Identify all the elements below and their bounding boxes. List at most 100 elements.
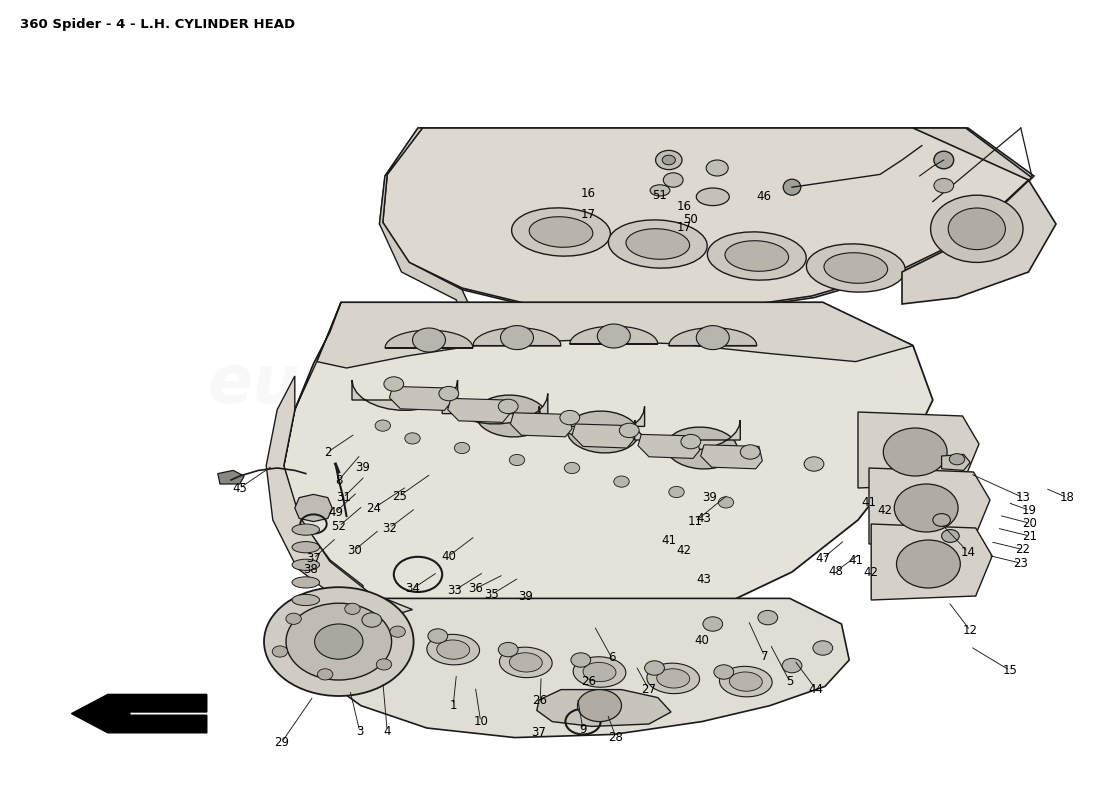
Ellipse shape bbox=[667, 427, 737, 469]
Polygon shape bbox=[389, 386, 451, 410]
Circle shape bbox=[564, 462, 580, 474]
Ellipse shape bbox=[806, 244, 905, 292]
Ellipse shape bbox=[568, 411, 638, 453]
Ellipse shape bbox=[499, 647, 552, 678]
Circle shape bbox=[509, 454, 525, 466]
Ellipse shape bbox=[476, 395, 547, 437]
Ellipse shape bbox=[529, 217, 593, 247]
Circle shape bbox=[656, 150, 682, 170]
Text: 50: 50 bbox=[683, 213, 698, 226]
Circle shape bbox=[933, 514, 950, 526]
Ellipse shape bbox=[729, 672, 762, 691]
Text: 21: 21 bbox=[1022, 530, 1037, 542]
Text: 9: 9 bbox=[580, 723, 586, 736]
Text: 19: 19 bbox=[1022, 504, 1037, 517]
Text: 34: 34 bbox=[405, 582, 420, 595]
Text: 29: 29 bbox=[274, 736, 289, 749]
Text: 16: 16 bbox=[676, 200, 692, 213]
Text: 6: 6 bbox=[608, 651, 615, 664]
Ellipse shape bbox=[509, 653, 542, 672]
Circle shape bbox=[578, 690, 621, 722]
Ellipse shape bbox=[626, 229, 690, 259]
Circle shape bbox=[375, 420, 390, 431]
Ellipse shape bbox=[647, 663, 700, 694]
Text: 13: 13 bbox=[1015, 491, 1031, 504]
Text: 46: 46 bbox=[756, 190, 771, 203]
Ellipse shape bbox=[934, 151, 954, 169]
Text: 26: 26 bbox=[581, 675, 596, 688]
Polygon shape bbox=[539, 406, 645, 437]
Text: 49: 49 bbox=[328, 506, 343, 518]
Polygon shape bbox=[284, 302, 933, 636]
Text: 18: 18 bbox=[1059, 491, 1075, 504]
Text: 16: 16 bbox=[581, 187, 596, 200]
Text: 17: 17 bbox=[676, 221, 692, 234]
Text: 24: 24 bbox=[366, 502, 382, 514]
Ellipse shape bbox=[583, 662, 616, 682]
Text: 36: 36 bbox=[468, 582, 483, 595]
Circle shape bbox=[344, 603, 360, 614]
Polygon shape bbox=[635, 420, 740, 450]
Circle shape bbox=[498, 399, 518, 414]
Polygon shape bbox=[537, 690, 671, 726]
Text: 20: 20 bbox=[1022, 517, 1037, 530]
Ellipse shape bbox=[725, 241, 789, 271]
Circle shape bbox=[740, 445, 760, 459]
Ellipse shape bbox=[883, 428, 947, 476]
Polygon shape bbox=[858, 412, 979, 488]
Text: 39: 39 bbox=[702, 491, 717, 504]
Text: 14: 14 bbox=[960, 546, 976, 558]
Polygon shape bbox=[383, 128, 1028, 312]
Polygon shape bbox=[572, 424, 634, 448]
Circle shape bbox=[934, 178, 954, 193]
Circle shape bbox=[318, 669, 333, 680]
Polygon shape bbox=[638, 434, 700, 458]
Circle shape bbox=[315, 624, 363, 659]
Ellipse shape bbox=[437, 640, 470, 659]
Circle shape bbox=[597, 324, 630, 348]
Circle shape bbox=[706, 160, 728, 176]
Text: 37: 37 bbox=[531, 726, 547, 738]
Text: 17: 17 bbox=[581, 208, 596, 221]
Ellipse shape bbox=[608, 220, 707, 268]
Ellipse shape bbox=[427, 634, 480, 665]
Polygon shape bbox=[379, 128, 1034, 314]
Text: 25: 25 bbox=[392, 490, 407, 502]
Text: 15: 15 bbox=[1002, 664, 1018, 677]
Polygon shape bbox=[448, 398, 509, 422]
Text: 32: 32 bbox=[382, 522, 397, 534]
Ellipse shape bbox=[573, 657, 626, 687]
Text: 3: 3 bbox=[356, 725, 363, 738]
Ellipse shape bbox=[783, 179, 801, 195]
Polygon shape bbox=[306, 598, 849, 738]
Polygon shape bbox=[701, 445, 762, 469]
Text: 23: 23 bbox=[1013, 557, 1028, 570]
Text: 5: 5 bbox=[786, 675, 793, 688]
Text: 31: 31 bbox=[336, 491, 351, 504]
Circle shape bbox=[662, 155, 675, 165]
Text: 42: 42 bbox=[676, 544, 692, 557]
Circle shape bbox=[412, 328, 446, 352]
Circle shape bbox=[663, 173, 683, 187]
Text: 41: 41 bbox=[661, 534, 676, 546]
Circle shape bbox=[273, 646, 288, 657]
Text: 30: 30 bbox=[346, 544, 362, 557]
Polygon shape bbox=[510, 413, 572, 437]
Circle shape bbox=[286, 613, 301, 624]
Circle shape bbox=[696, 326, 729, 350]
Text: 43: 43 bbox=[696, 573, 712, 586]
Text: 45: 45 bbox=[232, 482, 248, 494]
Text: 4: 4 bbox=[384, 725, 390, 738]
Polygon shape bbox=[869, 468, 990, 544]
Circle shape bbox=[384, 377, 404, 391]
Text: 42: 42 bbox=[877, 504, 892, 517]
Polygon shape bbox=[669, 328, 757, 346]
Text: 8: 8 bbox=[336, 474, 342, 486]
Ellipse shape bbox=[824, 253, 888, 283]
Text: 47: 47 bbox=[815, 552, 830, 565]
Circle shape bbox=[405, 433, 420, 444]
Text: 35: 35 bbox=[484, 588, 499, 601]
Circle shape bbox=[669, 486, 684, 498]
Ellipse shape bbox=[512, 208, 610, 256]
Text: 40: 40 bbox=[694, 634, 710, 646]
